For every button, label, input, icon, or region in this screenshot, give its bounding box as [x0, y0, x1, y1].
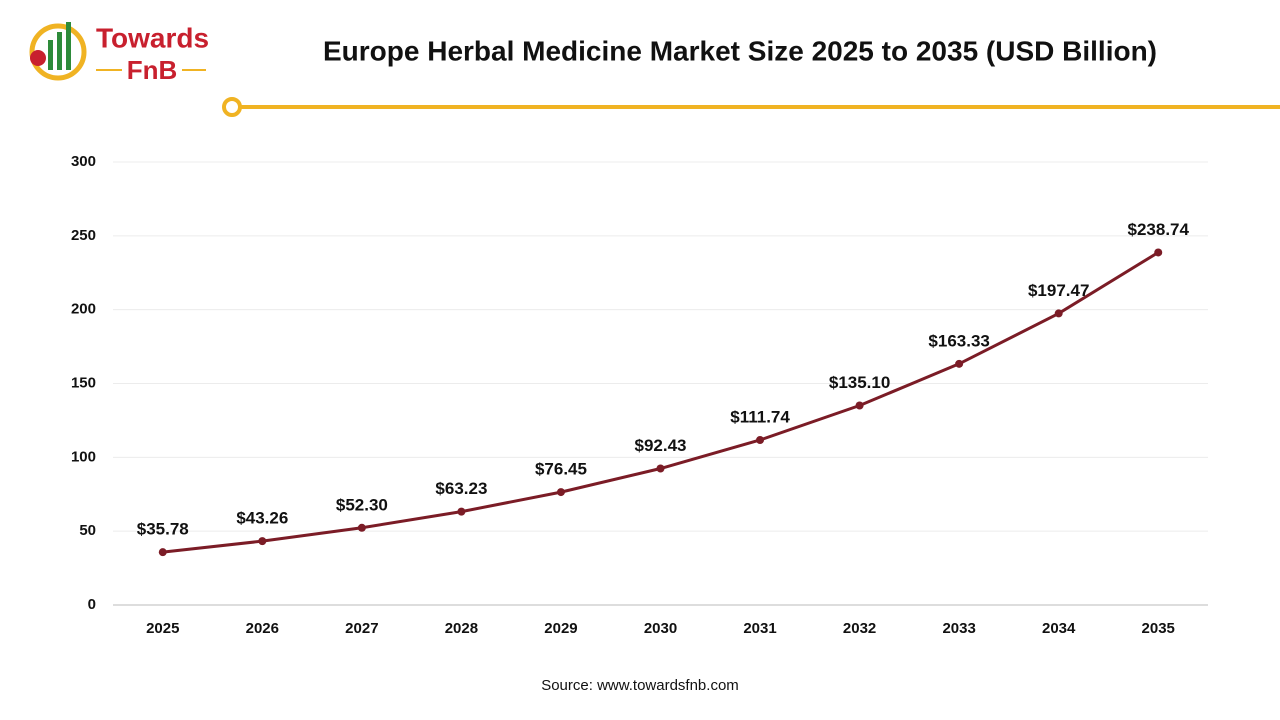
- value-label: $52.30: [336, 495, 388, 514]
- value-label: $163.33: [928, 331, 989, 350]
- x-tick-label: 2026: [246, 620, 279, 637]
- logo: Towards FnB: [29, 22, 209, 85]
- header-dot: [222, 97, 242, 117]
- value-label: $43.26: [236, 509, 288, 528]
- x-tick-label: 2025: [146, 620, 179, 637]
- logo-bar: [57, 32, 62, 70]
- x-tick-label: 2034: [1042, 620, 1076, 637]
- y-tick-label: 0: [88, 596, 96, 613]
- logo-bar: [48, 40, 53, 70]
- point: [158, 548, 167, 557]
- x-tick-label: 2033: [942, 620, 975, 637]
- y-tick-label: 100: [71, 448, 96, 465]
- x-tick-label: 2028: [445, 620, 478, 637]
- point: [556, 488, 565, 497]
- logo-ring: [29, 23, 87, 81]
- value-label: $35.78: [137, 520, 189, 539]
- point: [1054, 309, 1063, 318]
- value-label: $238.74: [1128, 220, 1190, 239]
- point: [656, 464, 665, 473]
- logo-text: Towards: [96, 22, 209, 53]
- point: [855, 401, 864, 410]
- x-tick-label: 2029: [544, 620, 577, 637]
- y-tick-label: 50: [79, 522, 96, 539]
- y-tick-label: 250: [71, 227, 96, 244]
- x-tick-label: 2032: [843, 620, 876, 637]
- x-tick-label: 2031: [743, 620, 776, 637]
- x-tick-label: 2030: [644, 620, 677, 637]
- y-tick-label: 300: [71, 153, 96, 170]
- x-tick-label: 2027: [345, 620, 378, 637]
- point: [756, 435, 765, 444]
- logo-text: FnB: [127, 55, 178, 85]
- point: [457, 507, 466, 516]
- value-label: $92.43: [635, 436, 687, 455]
- value-label: $135.10: [829, 373, 890, 392]
- value-label: $76.45: [535, 460, 587, 479]
- y-tick-label: 150: [71, 374, 96, 391]
- logo-bar: [66, 22, 71, 70]
- x-tick-label: 2035: [1142, 620, 1175, 637]
- value-label: $63.23: [435, 479, 487, 498]
- value-label: $111.74: [730, 407, 790, 426]
- value-label: $197.47: [1028, 281, 1089, 300]
- logo-dot: [30, 50, 46, 66]
- chart-title: Europe Herbal Medicine Market Size 2025 …: [323, 35, 1157, 66]
- point: [258, 537, 267, 546]
- source: Source: www.towardsfnb.com: [541, 677, 739, 694]
- point: [955, 359, 964, 368]
- point: [357, 523, 366, 532]
- point: [1154, 248, 1163, 257]
- y-tick-label: 200: [71, 301, 96, 318]
